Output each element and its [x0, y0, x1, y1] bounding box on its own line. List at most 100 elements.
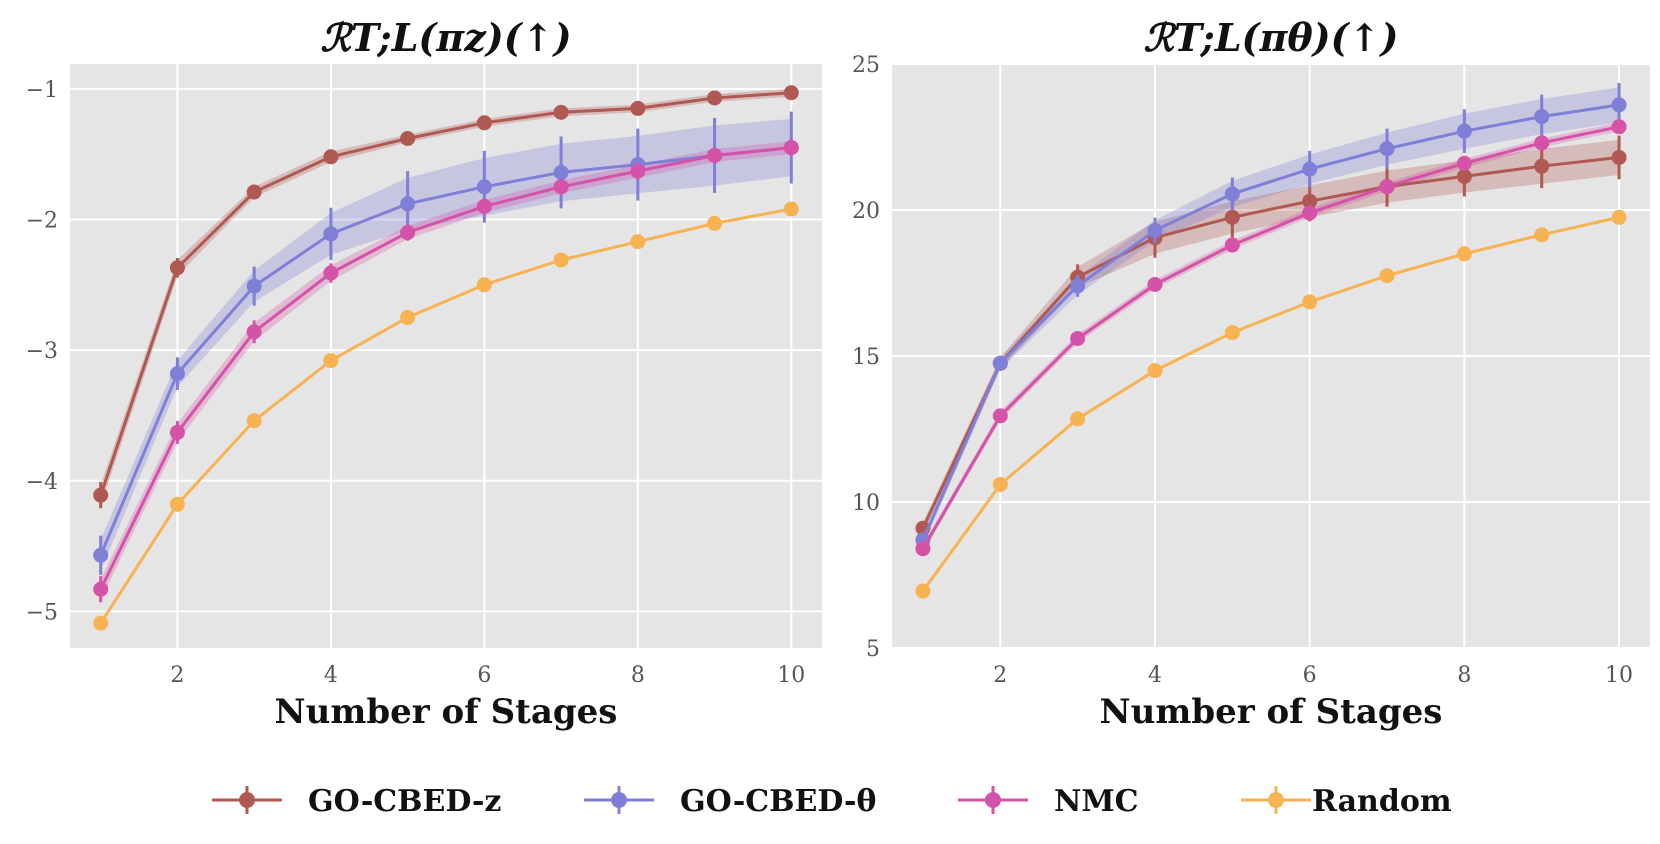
x-tick-label-left: 2 — [170, 663, 184, 688]
point-nmc-left — [630, 163, 646, 179]
chart-title-right: ℛT;L(πθ)(↑) — [1144, 15, 1399, 60]
legend-label-random: Random — [1312, 784, 1452, 819]
legend-item-go-cbed-theta: GO-CBED-θ — [584, 784, 876, 819]
point-random-left — [476, 277, 492, 293]
lines-left — [93, 85, 799, 631]
x-tick-label-left: 6 — [477, 663, 491, 688]
legend-marker-go-cbed-z — [239, 792, 255, 808]
y-tick-label-right: 10 — [852, 491, 880, 516]
point-random-left — [553, 252, 569, 268]
bands-left — [100, 88, 792, 625]
point-go-cbed-theta-right — [1224, 186, 1240, 202]
chart-title-left: ℛT;L(πz)(↑) — [320, 15, 571, 60]
y-tick-label-right: 25 — [852, 53, 880, 78]
legend: GO-CBED-z GO-CBED-θ NMC Random — [212, 784, 1452, 819]
point-go-cbed-theta-right — [1611, 97, 1627, 113]
point-random-right — [1611, 209, 1627, 225]
point-go-cbed-z-left — [93, 487, 109, 503]
bands-right — [922, 87, 1620, 593]
point-random-right — [1224, 325, 1240, 341]
point-nmc-right — [915, 541, 931, 557]
legend-marker-go-cbed-theta — [611, 792, 627, 808]
y-tick-label-left: −2 — [26, 208, 58, 233]
point-random-left — [400, 309, 416, 325]
point-go-cbed-z-right — [1456, 168, 1472, 184]
point-random-right — [1302, 294, 1318, 310]
y-tick-label-left: −5 — [26, 600, 58, 625]
point-random-right — [1534, 227, 1550, 243]
ticks-left: 2 4 6 8 10 −5 −4 −3 −2 −1 — [26, 78, 806, 688]
point-go-cbed-z-left — [707, 90, 723, 106]
point-go-cbed-theta-right — [1379, 141, 1395, 157]
x-tick-label-left: 8 — [631, 663, 645, 688]
point-random-left — [323, 353, 339, 369]
point-go-cbed-theta-left — [476, 179, 492, 195]
legend-item-go-cbed-z: GO-CBED-z — [212, 784, 501, 819]
point-nmc-left — [553, 179, 569, 195]
point-go-cbed-z-right — [1224, 209, 1240, 225]
point-nmc-left — [246, 324, 262, 340]
point-go-cbed-theta-left — [93, 547, 109, 563]
legend-marker-random — [1268, 792, 1284, 808]
point-nmc-left — [783, 140, 799, 156]
point-random-right — [1379, 268, 1395, 284]
point-go-cbed-theta-right — [1070, 278, 1086, 294]
x-axis-title-right: Number of Stages — [1100, 692, 1443, 732]
lines-right — [915, 82, 1627, 599]
point-nmc-left — [93, 581, 109, 597]
point-go-cbed-theta-left — [246, 278, 262, 294]
x-tick-label-right: 10 — [1605, 663, 1633, 688]
y-tick-label-right: 5 — [866, 637, 880, 662]
point-go-cbed-theta-left — [323, 226, 339, 242]
point-nmc-right — [1611, 119, 1627, 135]
line-go-cbed-theta-right — [921, 103, 1620, 541]
point-go-cbed-theta-right — [1534, 109, 1550, 125]
y-tick-label-left: −3 — [26, 339, 58, 364]
chart-right: 2 4 6 8 10 5 10 15 20 25 ℛT;L(πθ)(↑) Number of St… — [852, 15, 1650, 732]
point-go-cbed-theta-right — [1147, 222, 1163, 238]
point-go-cbed-z-left — [476, 115, 492, 131]
point-random-right — [1456, 246, 1472, 262]
point-go-cbed-z-left — [630, 100, 646, 116]
point-go-cbed-theta-left — [400, 196, 416, 212]
point-random-left — [169, 496, 185, 512]
point-go-cbed-theta-right — [1302, 161, 1318, 177]
x-axis-title-left: Number of Stages — [275, 692, 618, 732]
point-random-left — [630, 234, 646, 250]
point-go-cbed-z-left — [783, 85, 799, 101]
point-go-cbed-z-left — [323, 149, 339, 165]
point-random-right — [1147, 363, 1163, 379]
point-nmc-right — [992, 408, 1008, 424]
point-nmc-right — [1224, 237, 1240, 253]
point-go-cbed-z-right — [1534, 158, 1550, 174]
line-random-right — [921, 215, 1620, 592]
point-go-cbed-z-left — [169, 260, 185, 276]
x-tick-label-right: 6 — [1303, 663, 1317, 688]
ticks-right: 2 4 6 8 10 5 10 15 20 25 — [852, 53, 1633, 688]
legend-item-random: Random — [1241, 784, 1452, 819]
point-go-cbed-z-left — [553, 104, 569, 120]
point-random-left — [783, 201, 799, 217]
legend-marker-nmc — [985, 792, 1001, 808]
line-nmc-left — [99, 146, 792, 590]
point-nmc-right — [1147, 276, 1163, 292]
point-go-cbed-z-left — [400, 130, 416, 146]
point-nmc-right — [1070, 330, 1086, 346]
point-go-cbed-theta-right — [1456, 123, 1472, 139]
point-nmc-left — [400, 225, 416, 241]
y-tick-label-left: −4 — [26, 470, 58, 495]
band-go-cbed-theta-left — [100, 118, 792, 571]
point-random-left — [93, 615, 109, 631]
band-go-cbed-z-right — [922, 139, 1620, 535]
point-nmc-left — [323, 265, 339, 281]
point-nmc-left — [476, 198, 492, 214]
line-go-cbed-z-left — [99, 91, 792, 496]
y-tick-label-left: −1 — [26, 78, 58, 103]
line-nmc-right — [921, 125, 1620, 550]
point-go-cbed-z-right — [1611, 149, 1627, 165]
point-nmc-right — [1379, 179, 1395, 195]
y-tick-label-right: 15 — [852, 345, 880, 370]
line-random-left — [99, 207, 792, 625]
legend-label-nmc: NMC — [1054, 784, 1139, 819]
